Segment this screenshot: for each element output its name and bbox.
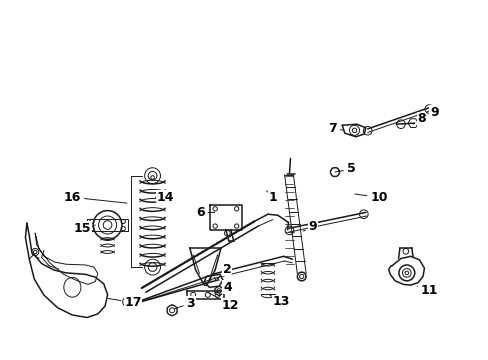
Text: 9: 9 <box>429 106 438 119</box>
Text: 2: 2 <box>217 263 231 279</box>
Text: 4: 4 <box>219 281 231 294</box>
Text: 13: 13 <box>269 295 289 308</box>
Text: 3: 3 <box>174 297 195 310</box>
Text: 5: 5 <box>339 162 355 175</box>
Text: 12: 12 <box>207 292 239 312</box>
Text: 9: 9 <box>303 220 317 233</box>
Text: 1: 1 <box>266 191 277 204</box>
Text: 10: 10 <box>354 191 387 204</box>
Text: 7: 7 <box>327 122 343 135</box>
Text: 11: 11 <box>416 284 437 297</box>
Text: 17: 17 <box>108 296 142 309</box>
Text: 14: 14 <box>155 191 174 204</box>
Text: 16: 16 <box>63 191 126 204</box>
Text: 15: 15 <box>73 222 95 235</box>
Text: 8: 8 <box>412 112 425 125</box>
Text: 6: 6 <box>196 206 214 219</box>
